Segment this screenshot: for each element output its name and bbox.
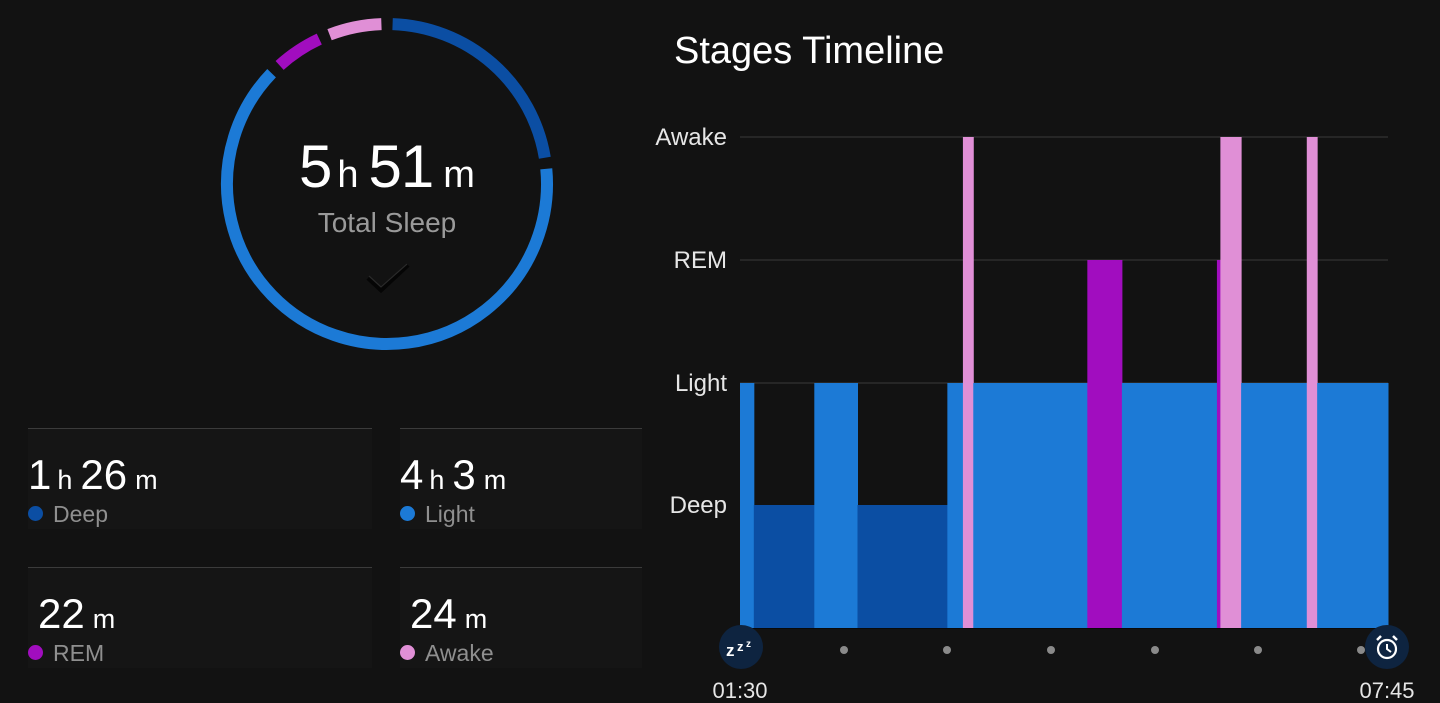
x-tick-dot (943, 646, 951, 654)
ring-segment-awake (327, 18, 382, 41)
stat-deep-label: Deep (28, 501, 108, 528)
stat-awake-value: 24 m (410, 590, 488, 637)
zzz-glyph-3: z (746, 639, 751, 650)
alarm-clock-bell-left (1376, 635, 1382, 641)
stat-rem-label: REM (28, 640, 104, 667)
stat-deep-value: 1 h 26 m (28, 451, 158, 498)
stage-segment-light (1121, 383, 1218, 628)
stage-segment-awake (962, 137, 974, 628)
hours-unit: h (337, 154, 359, 196)
ring-segment-light (221, 69, 553, 350)
x-tick-dot (840, 646, 848, 654)
minutes-unit: m (443, 154, 475, 196)
chart-title: Stages Timeline (674, 30, 945, 72)
x-tick-dot (1151, 646, 1159, 654)
stage-segment-deep (857, 505, 948, 628)
alarm-clock-hands (1386, 644, 1392, 653)
sleep-zzz-icon (719, 625, 763, 669)
stage-segment-deep (753, 505, 815, 628)
stage-segment-rem (1216, 260, 1221, 628)
checkmark-icon (366, 263, 410, 294)
y-label-rem: REM (674, 247, 727, 274)
zzz-glyph-1: z (726, 641, 735, 660)
x-tick-dot (1254, 646, 1262, 654)
alarm-clock-icon (1365, 625, 1409, 669)
stat-awake[interactable]: 24 m Awake (400, 567, 642, 668)
sleep-ring-chart (221, 18, 553, 350)
total-hours: 5 (299, 133, 332, 200)
deep-color-dot (28, 506, 43, 521)
zzz-glyph-2: z (737, 639, 744, 654)
end-time-label: 07:45 (1359, 678, 1414, 703)
ring-segment-rem (275, 33, 322, 70)
y-label-light: Light (675, 370, 727, 397)
ring-segment-deep (392, 18, 551, 159)
stage-segment-light (814, 383, 859, 628)
y-label-deep: Deep (670, 492, 727, 519)
x-tick-dot (1357, 646, 1365, 654)
light-color-dot (400, 506, 415, 521)
stage-segment-awake (1220, 137, 1242, 628)
stat-rem[interactable]: 22 m REM (28, 567, 372, 668)
stage-segment-light (973, 383, 1088, 628)
stat-rem-value: 22 m (38, 590, 116, 637)
y-label-awake: Awake (655, 124, 727, 151)
stage-segment-rem (1087, 260, 1123, 628)
awake-color-dot (400, 645, 415, 660)
total-minutes: 51 (368, 133, 435, 200)
rem-color-dot (28, 645, 43, 660)
stage-segment-awake (1306, 137, 1318, 628)
stage-segment-light (1241, 383, 1308, 628)
total-sleep-label: Total Sleep (317, 207, 457, 238)
x-tick-dot (1047, 646, 1055, 654)
stat-light-label: Light (400, 501, 475, 528)
stage-segment-light (1317, 383, 1389, 628)
alarm-clock-face (1376, 638, 1398, 660)
alarm-clock-bell-right (1392, 635, 1398, 641)
stage-segment-light (740, 383, 755, 628)
start-time-label: 01:30 (712, 678, 767, 703)
total-sleep-summary: 5 h 51 m Total Sleep (232, 132, 542, 239)
stat-deep[interactable]: 1 h 26 m Deep (28, 428, 372, 529)
stage-segment-light (947, 383, 964, 628)
stat-awake-label: Awake (400, 640, 494, 667)
